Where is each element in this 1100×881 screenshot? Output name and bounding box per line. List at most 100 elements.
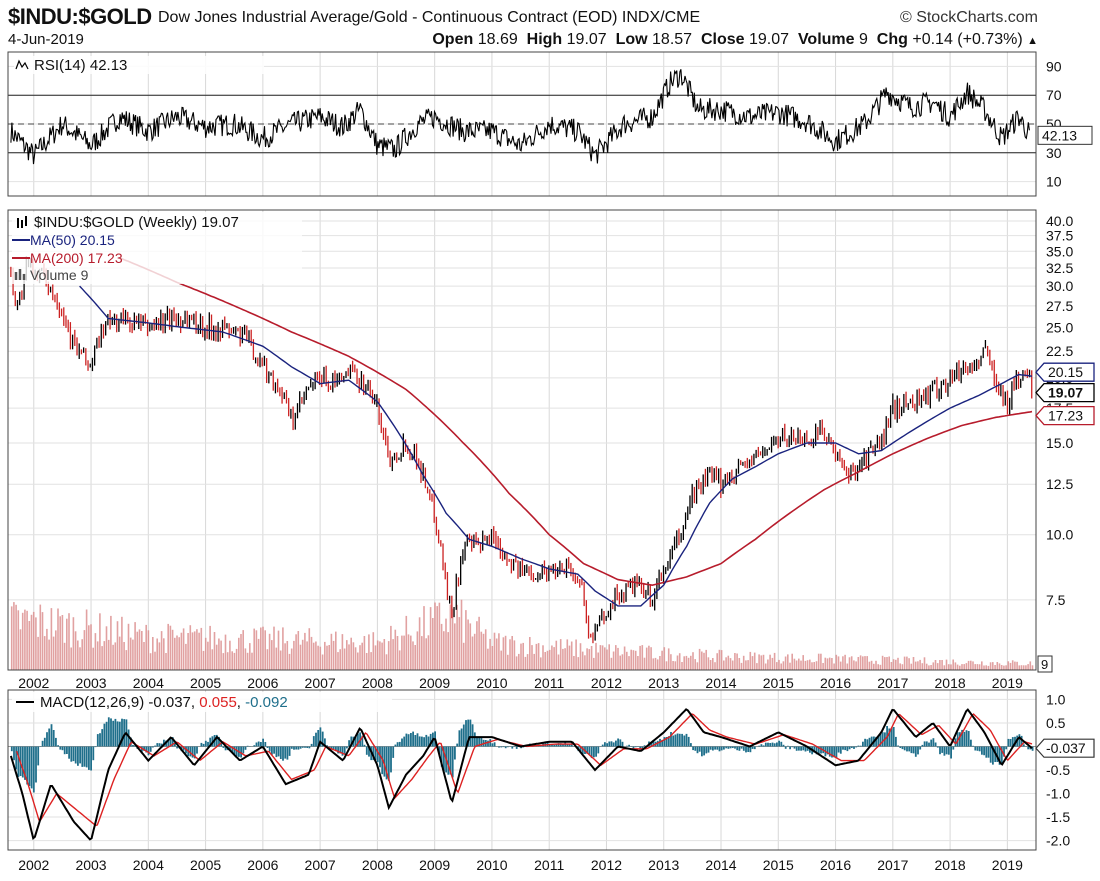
- macd-histogram-bar: [414, 735, 417, 747]
- volume-bar: [141, 631, 143, 670]
- volume-bar: [912, 657, 915, 670]
- macd-histogram-bar: [820, 746, 822, 754]
- volume-bar: [537, 643, 540, 670]
- volume-bar: [692, 652, 694, 670]
- macd-histogram-bar: [604, 742, 606, 747]
- volume-bar: [43, 636, 46, 670]
- volume-bar: [787, 654, 789, 670]
- macd-histogram-bar: [771, 742, 774, 747]
- macd-histogram-bar: [837, 746, 840, 753]
- macd-histogram-bar: [301, 746, 304, 748]
- macd-histogram-bar: [154, 745, 156, 747]
- macd-histogram-bar: [846, 746, 849, 752]
- macd-histogram-bar: [41, 740, 44, 747]
- volume-bar: [608, 644, 610, 670]
- volume-bar: [473, 633, 476, 670]
- volume-bar: [19, 629, 22, 670]
- macd-histogram-bar: [934, 742, 937, 747]
- macd-histogram-bar: [361, 735, 364, 747]
- macd-histogram-bar: [55, 737, 57, 747]
- volume-bar: [339, 649, 341, 670]
- macd-histogram-bar: [967, 731, 970, 747]
- macd-histogram-bar: [855, 746, 858, 748]
- volume-bar: [919, 659, 921, 670]
- volume-bar: [213, 632, 216, 670]
- macd-histogram-bar: [443, 746, 445, 772]
- macd-histogram-bar: [936, 746, 939, 748]
- volume-bar: [895, 659, 897, 670]
- volume-bar: [326, 645, 328, 670]
- macd-histogram-bar: [753, 746, 756, 750]
- volume-bar: [992, 662, 994, 670]
- macd-histogram-bar: [1005, 746, 1008, 750]
- volume-bar: [947, 664, 950, 670]
- macd-y-tick-label: -2.0: [1046, 833, 1070, 849]
- macd-histogram-bar: [57, 745, 59, 747]
- macd-histogram-bar: [789, 746, 791, 750]
- macd-histogram-bar: [284, 746, 287, 759]
- volume-bar: [301, 639, 304, 670]
- macd-histogram-bar: [147, 746, 150, 756]
- macd-histogram-bar: [48, 728, 51, 747]
- volume-bar: [220, 640, 222, 670]
- macd-histogram-bar: [839, 746, 842, 754]
- x-tick-label: 2003: [75, 675, 106, 691]
- macd-histogram-bar: [853, 746, 855, 749]
- macd-histogram-bar: [707, 746, 710, 753]
- volume-bar: [573, 656, 575, 670]
- volume-bar: [531, 645, 533, 670]
- volume-bar: [1005, 665, 1007, 670]
- macd-histogram-bar: [260, 742, 262, 747]
- volume-bar: [110, 615, 112, 670]
- macd-histogram-bar: [63, 746, 66, 755]
- volume-bar: [88, 625, 90, 670]
- price-y-tick-label: 10.0: [1046, 527, 1073, 543]
- macd-histogram-bar: [683, 735, 686, 747]
- volume-bar: [361, 642, 363, 670]
- volume-bar: [1018, 665, 1021, 670]
- macd-histogram-bar: [454, 746, 456, 760]
- volume-bar: [207, 641, 209, 670]
- macd-histogram-bar: [815, 746, 818, 755]
- volume-bar: [50, 608, 53, 670]
- macd-histogram-bar: [842, 746, 844, 750]
- volume-bar: [368, 634, 370, 670]
- volume-bar: [824, 657, 827, 670]
- volume-bar: [526, 654, 529, 670]
- volume-bar: [714, 662, 716, 670]
- macd-histogram-bar: [652, 740, 655, 747]
- volume-bar: [595, 642, 597, 670]
- volume-bar: [910, 663, 913, 670]
- volume-bar: [837, 656, 840, 670]
- volume-bar: [1011, 660, 1014, 670]
- macd-histogram-bar: [74, 746, 77, 764]
- volume-bar: [182, 628, 185, 670]
- volume-bar: [156, 638, 158, 670]
- macd-histogram-bar: [793, 746, 796, 749]
- macd-histogram-bar: [921, 744, 924, 747]
- macd-histogram-bar: [365, 746, 368, 755]
- macd-histogram-bar: [473, 732, 476, 747]
- volume-bar: [1025, 665, 1027, 670]
- rsi-line: [10, 69, 1030, 165]
- macd-histogram-bar: [1022, 744, 1025, 747]
- volume-bar: [1000, 665, 1003, 670]
- macd-histogram-bar: [553, 745, 556, 747]
- macd-histogram-bar: [335, 746, 337, 752]
- volume-bar: [945, 659, 948, 670]
- volume-bar: [559, 639, 562, 670]
- volume-bar: [696, 662, 699, 670]
- brand-logo[interactable]: © StockCharts.com: [899, 9, 1038, 26]
- macd-histogram-bar: [784, 746, 787, 749]
- macd-histogram-bar: [1031, 746, 1034, 751]
- volume-bar: [202, 650, 205, 670]
- rsi-legend-bg: [14, 56, 264, 74]
- volume-bar: [176, 635, 178, 670]
- volume-bar: [729, 658, 732, 670]
- macd-histogram-bar: [491, 743, 494, 747]
- macd-histogram-bar: [959, 732, 961, 747]
- volume-bar: [37, 636, 39, 670]
- volume-bar: [619, 655, 621, 670]
- volume-bar: [288, 653, 291, 670]
- volume-bar: [588, 649, 591, 670]
